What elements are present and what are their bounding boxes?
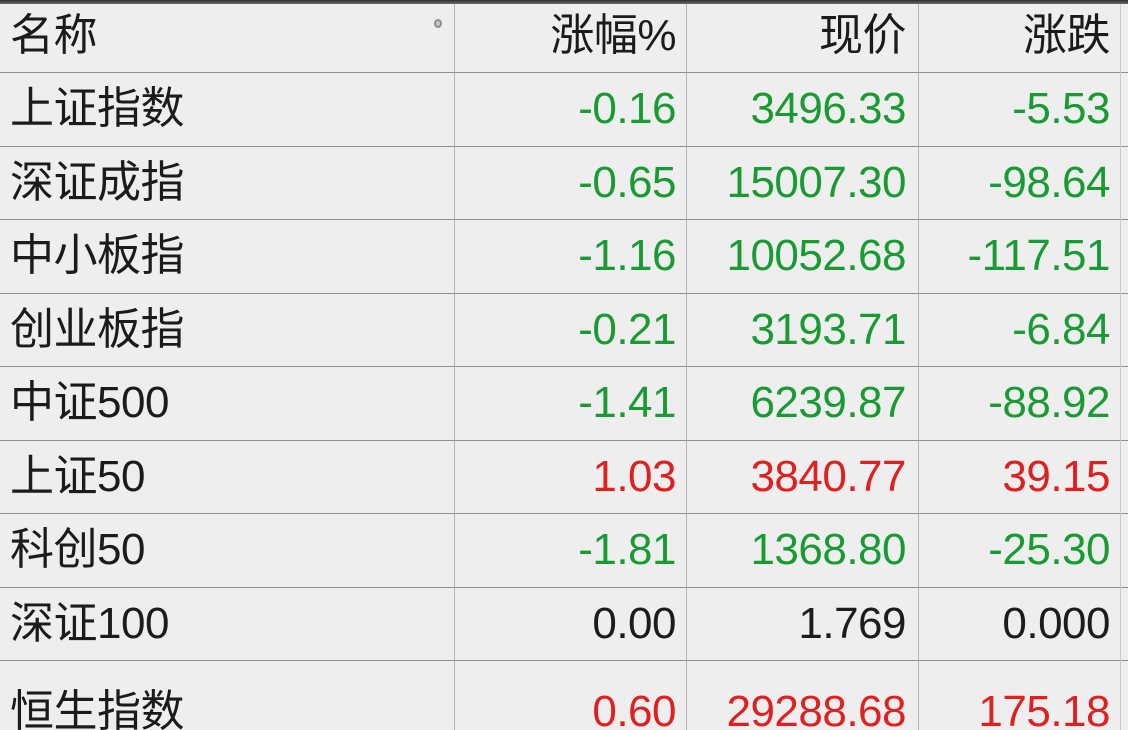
price-cell: 6239.87	[687, 367, 919, 441]
change-pct-cell: -1.81	[455, 514, 687, 588]
index-name-cell: 恒生指数	[0, 661, 455, 730]
price-cell: 1368.80	[687, 514, 919, 588]
index-name-cell: 上证指数	[0, 73, 455, 147]
change-pct-cell: -0.16	[455, 73, 687, 147]
index-name-cell: 科创50	[0, 514, 455, 588]
change-pct-cell: -0.65	[455, 146, 687, 220]
right-edge-divider	[1120, 4, 1121, 730]
change-pct-cell: -0.21	[455, 293, 687, 367]
change-cell: 39.15	[919, 441, 1128, 514]
change-cell: 175.18	[919, 661, 1128, 730]
index-name-cell: 中小板指	[0, 220, 455, 294]
column-header-change[interactable]: 涨跌	[919, 0, 1128, 73]
price-cell: 29288.68	[687, 661, 919, 730]
index-name-cell: 中证500	[0, 367, 455, 441]
price-cell: 1.769	[687, 587, 919, 661]
change-cell: -117.51	[919, 220, 1128, 294]
change-cell: -5.53	[919, 73, 1128, 147]
change-cell: -25.30	[919, 514, 1128, 588]
price-cell: 10052.68	[687, 220, 919, 294]
mouse-cursor-icon	[434, 19, 442, 28]
change-pct-cell: 1.03	[455, 440, 687, 514]
price-cell: 3193.71	[687, 293, 919, 367]
index-name-cell: 深证100	[0, 587, 455, 661]
price-cell: 3496.33	[687, 73, 919, 147]
column-header-price[interactable]: 现价	[687, 0, 919, 73]
price-cell: 15007.30	[687, 146, 919, 220]
change-cell: -98.64	[919, 147, 1128, 220]
change-cell: -6.84	[919, 294, 1128, 367]
change-pct-cell: 0.60	[455, 661, 687, 730]
change-pct-cell: -1.16	[455, 220, 687, 294]
index-name-cell: 创业板指	[0, 293, 455, 367]
change-cell: 0.000	[919, 588, 1128, 661]
window-edge-strip	[0, 0, 1128, 4]
column-header-change-pct[interactable]: 涨幅%	[455, 0, 687, 73]
column-header-name[interactable]: 名称	[0, 0, 455, 73]
price-cell: 3840.77	[687, 440, 919, 514]
index-name-cell: 上证50	[0, 440, 455, 514]
change-pct-cell: 0.00	[455, 587, 687, 661]
index-name-cell: 深证成指	[0, 146, 455, 220]
change-pct-cell: -1.41	[455, 367, 687, 441]
change-cell: -88.92	[919, 367, 1128, 441]
